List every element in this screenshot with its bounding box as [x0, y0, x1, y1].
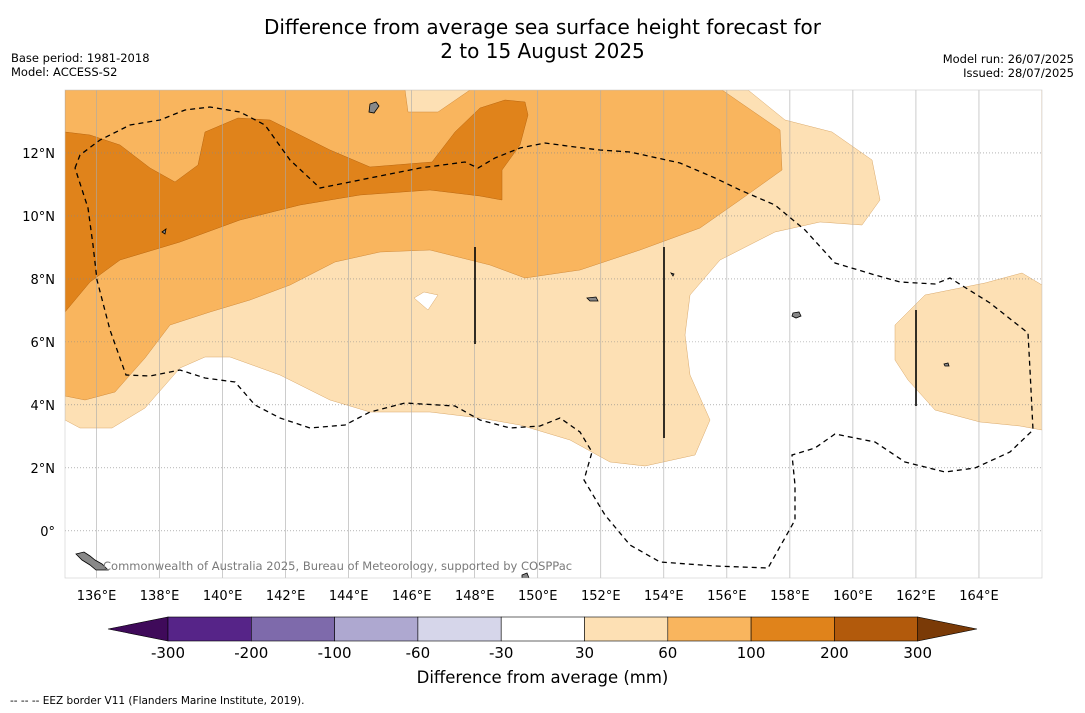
colorbar-tick-labels: -300 -200 -100 -60 -30 30 60 100 200 300 — [151, 644, 932, 662]
longitude-label: 164°E — [959, 589, 999, 604]
island-chuuk — [670, 272, 675, 277]
longitude-label: 144°E — [329, 589, 369, 604]
colorbar-extend-low — [107, 616, 169, 642]
longitude-label: 150°E — [518, 589, 558, 604]
island-kosrae — [943, 362, 950, 367]
colorbar-tick-label: 30 — [575, 644, 594, 662]
latitude-label: 2°N — [31, 462, 56, 477]
base-period: Base period: 1981-2018 — [11, 51, 150, 65]
islands — [75, 101, 950, 578]
colorbar-tick-label: -300 — [151, 644, 185, 662]
colorbar-tick-label: -60 — [406, 644, 431, 662]
longitude-label: 146°E — [392, 589, 432, 604]
longitude-label: 162°E — [896, 589, 936, 604]
colorbar-segment — [667, 616, 752, 642]
colorbar-segment — [251, 616, 335, 642]
eez-border — [74, 106, 1034, 569]
eez-border-north — [74, 106, 1034, 569]
colorbar-extend-high — [917, 616, 978, 642]
colorbar-segment — [584, 616, 669, 642]
colorbar-tick-label: 300 — [903, 644, 932, 662]
longitude-label: 136°E — [77, 589, 117, 604]
longitude-label: 154°E — [644, 589, 684, 604]
segment-markers — [474, 247, 917, 438]
graticule — [65, 90, 1042, 578]
longitude-labels: 136°E 138°E 140°E 142°E 144°E 146°E 148°E 150°E… — [77, 589, 999, 604]
longitude-label: 138°E — [140, 589, 180, 604]
model-name: Model: ACCESS-S2 — [11, 65, 118, 79]
chart-title-line2: 2 to 15 August 2025 — [440, 39, 645, 63]
latitude-label: 0° — [40, 525, 55, 540]
island-new-guinea — [75, 551, 109, 571]
colorbar — [107, 616, 978, 642]
longitude-label: 160°E — [833, 589, 873, 604]
colorbar-tick-label: -200 — [234, 644, 268, 662]
right-metadata: Model run: 26/07/2025 Issued: 28/07/2025 — [943, 52, 1074, 80]
longitude-label: 142°E — [266, 589, 306, 604]
map-plot-area: Commonwealth of Australia 2025, Bureau o… — [65, 90, 1042, 578]
longitude-label: 152°E — [581, 589, 621, 604]
left-metadata: Base period: 1981-2018 Model: ACCESS-S2 — [11, 51, 150, 79]
colorbar-title: Difference from average (mm) — [416, 668, 669, 687]
map-frame — [64, 89, 1043, 579]
anomaly-region-100-200 — [65, 90, 529, 313]
colorbar-tick-label: 60 — [658, 644, 677, 662]
colorbar-tick-label: 100 — [737, 644, 766, 662]
island-pohnpei — [791, 311, 802, 319]
issued-date: Issued: 28/07/2025 — [963, 66, 1074, 80]
colorbar-segment — [334, 616, 419, 642]
chart-title-line1: Difference from average sea surface heig… — [263, 15, 822, 39]
colorbar-segment — [500, 616, 585, 642]
island-guam — [368, 101, 380, 114]
colorbar-segment — [750, 616, 835, 642]
latitude-label: 6°N — [31, 336, 56, 351]
model-run: Model run: 26/07/2025 — [942, 52, 1074, 66]
map-credit: Commonwealth of Australia 2025, Bureau o… — [103, 559, 572, 573]
colorbar-tick-label: 200 — [820, 644, 849, 662]
eez-footnote: -- -- -- EEZ border V11 (Flanders Marine… — [10, 695, 305, 707]
latitude-label: 12°N — [22, 147, 55, 162]
latitude-label: 10°N — [22, 210, 55, 225]
colorbar-segment — [834, 616, 919, 642]
latitude-labels: 12°N 10°N 8°N 6°N 4°N 2°N 0° — [22, 147, 55, 540]
island-manus — [521, 572, 530, 578]
colorbar-segment — [417, 616, 502, 642]
longitude-label: 148°E — [455, 589, 495, 604]
latitude-label: 4°N — [31, 399, 56, 414]
anomaly-region-30-60-east — [894, 90, 1042, 431]
longitude-label: 158°E — [770, 589, 810, 604]
latitude-label: 8°N — [31, 273, 56, 288]
colorbar-segment — [167, 616, 252, 642]
anomaly-hole — [413, 291, 439, 311]
colorbar-tick-label: -100 — [318, 644, 352, 662]
colorbar-tick-label: -30 — [489, 644, 514, 662]
island-left — [161, 228, 167, 235]
island-palau-region — [586, 296, 599, 302]
longitude-label: 156°E — [707, 589, 747, 604]
longitude-label: 140°E — [203, 589, 243, 604]
